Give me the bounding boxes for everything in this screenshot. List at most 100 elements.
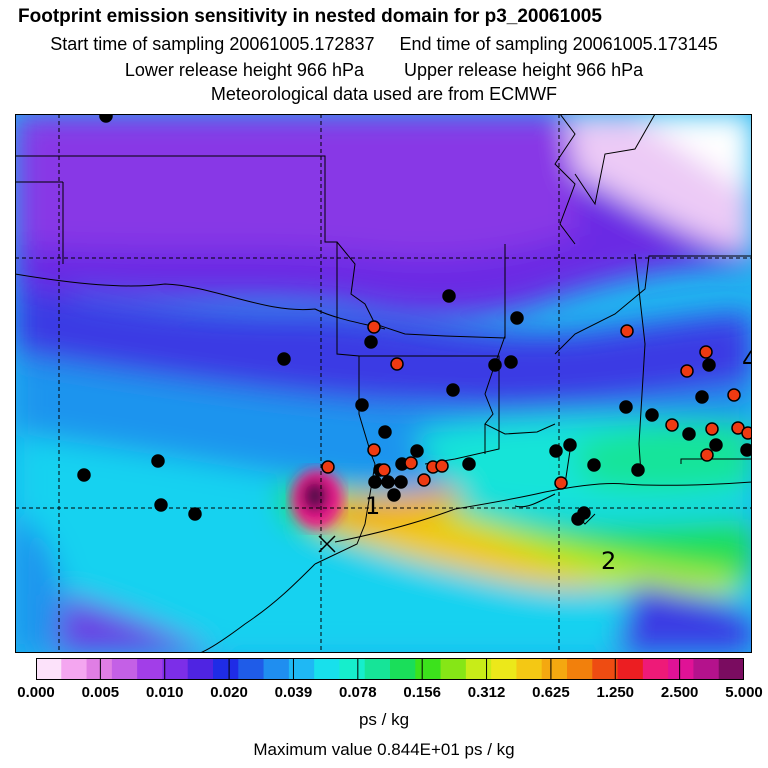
sample-point-black xyxy=(442,289,456,303)
sample-point-black xyxy=(709,438,723,452)
sample-point-red xyxy=(699,345,713,359)
sample-point-red xyxy=(390,357,404,371)
color-scale-tick-label: 0.010 xyxy=(145,684,184,701)
release-location-marker xyxy=(318,535,336,553)
color-scale-cell xyxy=(693,658,720,680)
color-scale-cell xyxy=(61,658,88,680)
sample-point-black xyxy=(188,507,202,521)
label-four: 4 xyxy=(742,346,752,374)
red-sample-points xyxy=(321,320,752,490)
maximum-value-text: Maximum value 0.844E+01 ps / kg xyxy=(253,740,515,759)
sample-point-red xyxy=(554,476,568,490)
sample-point-black xyxy=(154,498,168,512)
sample-point-red xyxy=(367,320,381,334)
color-scale-cell xyxy=(86,658,113,680)
sample-point-red xyxy=(705,422,719,436)
color-scale-cell xyxy=(288,658,315,680)
sample-point-red xyxy=(367,443,381,457)
sample-point-black xyxy=(394,475,408,489)
color-scale-cell xyxy=(162,658,189,680)
sample-point-black xyxy=(99,114,113,123)
sample-point-black xyxy=(571,512,585,526)
state-borders xyxy=(15,114,752,653)
color-scale-cell xyxy=(516,658,543,680)
color-scale-cell xyxy=(314,658,341,680)
color-scale-cell xyxy=(137,658,164,680)
sample-point-black xyxy=(587,458,601,472)
map-frame xyxy=(15,114,752,653)
color-scale-cell xyxy=(390,658,416,680)
color-scale-cell xyxy=(541,658,568,680)
color-scale-cell xyxy=(187,658,214,680)
sample-point-red xyxy=(321,460,335,474)
sample-point-black xyxy=(355,398,369,412)
sample-point-red xyxy=(417,473,431,487)
label-two: 2 xyxy=(601,547,616,575)
color-scale-cell xyxy=(238,658,265,680)
sample-point-red xyxy=(665,418,679,432)
color-scale-cell xyxy=(213,658,239,680)
sample-point-red xyxy=(727,388,741,402)
sample-point-red xyxy=(377,463,391,477)
color-scale-cell xyxy=(617,658,644,680)
sample-point-black xyxy=(504,355,518,369)
sample-point-red xyxy=(741,426,752,440)
color-scale-tick-label: 0.020 xyxy=(210,684,248,701)
sample-point-black xyxy=(364,335,378,349)
color-scale-unit: ps / kg xyxy=(358,710,410,729)
color-scale-cell xyxy=(465,658,492,680)
footprint-map: 1 2 4 xyxy=(15,114,752,653)
lat-lon-grid xyxy=(15,114,752,653)
sample-point-black xyxy=(740,443,752,457)
color-scale-cell xyxy=(567,658,593,680)
sample-point-black xyxy=(488,358,502,372)
sample-point-black xyxy=(645,408,659,422)
sample-point-black xyxy=(410,444,424,458)
color-scale-tick-label: 0.156 xyxy=(403,684,441,701)
color-scale-tick-label: 0.078 xyxy=(339,684,377,701)
sample-point-black xyxy=(510,311,524,325)
color-scale-cell xyxy=(642,658,669,680)
color-scale-cell xyxy=(718,658,744,680)
color-scale-cell xyxy=(491,658,518,680)
sample-point-black xyxy=(277,352,291,366)
color-scale-cell xyxy=(440,658,467,680)
end-time: End time of sampling 20061005.173145 xyxy=(399,34,718,54)
color-scale-tick-label: 0.000 xyxy=(17,684,55,701)
sample-point-red xyxy=(620,324,634,338)
sample-point-black xyxy=(151,454,165,468)
sample-point-black xyxy=(619,400,633,414)
sample-point-black xyxy=(446,383,460,397)
color-scale-tick-label: 0.005 xyxy=(81,684,120,701)
color-scale-cell xyxy=(364,658,391,680)
label-one: 1 xyxy=(365,492,380,520)
sample-point-black xyxy=(695,390,709,404)
sample-point-black xyxy=(368,475,382,489)
sample-point-red xyxy=(680,364,694,378)
sample-point-red xyxy=(435,459,449,473)
sample-point-black xyxy=(682,427,696,441)
color-scale-tick-label: 2.500 xyxy=(660,684,699,701)
color-scale-tick-label: 0.039 xyxy=(274,684,313,701)
color-scale-cell xyxy=(263,658,290,680)
color-scale-bar xyxy=(36,658,744,680)
start-time: Start time of sampling 20061005.172837 xyxy=(50,34,375,54)
sample-point-black xyxy=(381,475,395,489)
upper-release-height: Upper release height 966 hPa xyxy=(404,60,644,80)
color-scale-tick-label: 1.250 xyxy=(596,684,635,701)
release-heights: Lower release height 966 hPa Upper relea… xyxy=(0,60,768,81)
sample-point-black xyxy=(702,358,716,372)
sample-point-red xyxy=(404,456,418,470)
sample-point-black xyxy=(631,463,645,477)
sample-point-black xyxy=(462,457,476,471)
color-scale-cell xyxy=(36,658,62,680)
sample-point-black xyxy=(387,488,401,502)
sample-point-black xyxy=(378,425,392,439)
color-scale-tick-label: 0.312 xyxy=(467,684,506,701)
sensitivity-field: 1 2 4 xyxy=(15,114,752,653)
met-data-source: Meteorological data used are from ECMWF xyxy=(210,84,558,104)
color-scale-cell xyxy=(111,658,138,680)
color-scale-tick-label: 5.000 xyxy=(725,684,763,701)
color-scale-tick-label: 0.625 xyxy=(532,684,570,701)
sample-point-black xyxy=(549,444,563,458)
